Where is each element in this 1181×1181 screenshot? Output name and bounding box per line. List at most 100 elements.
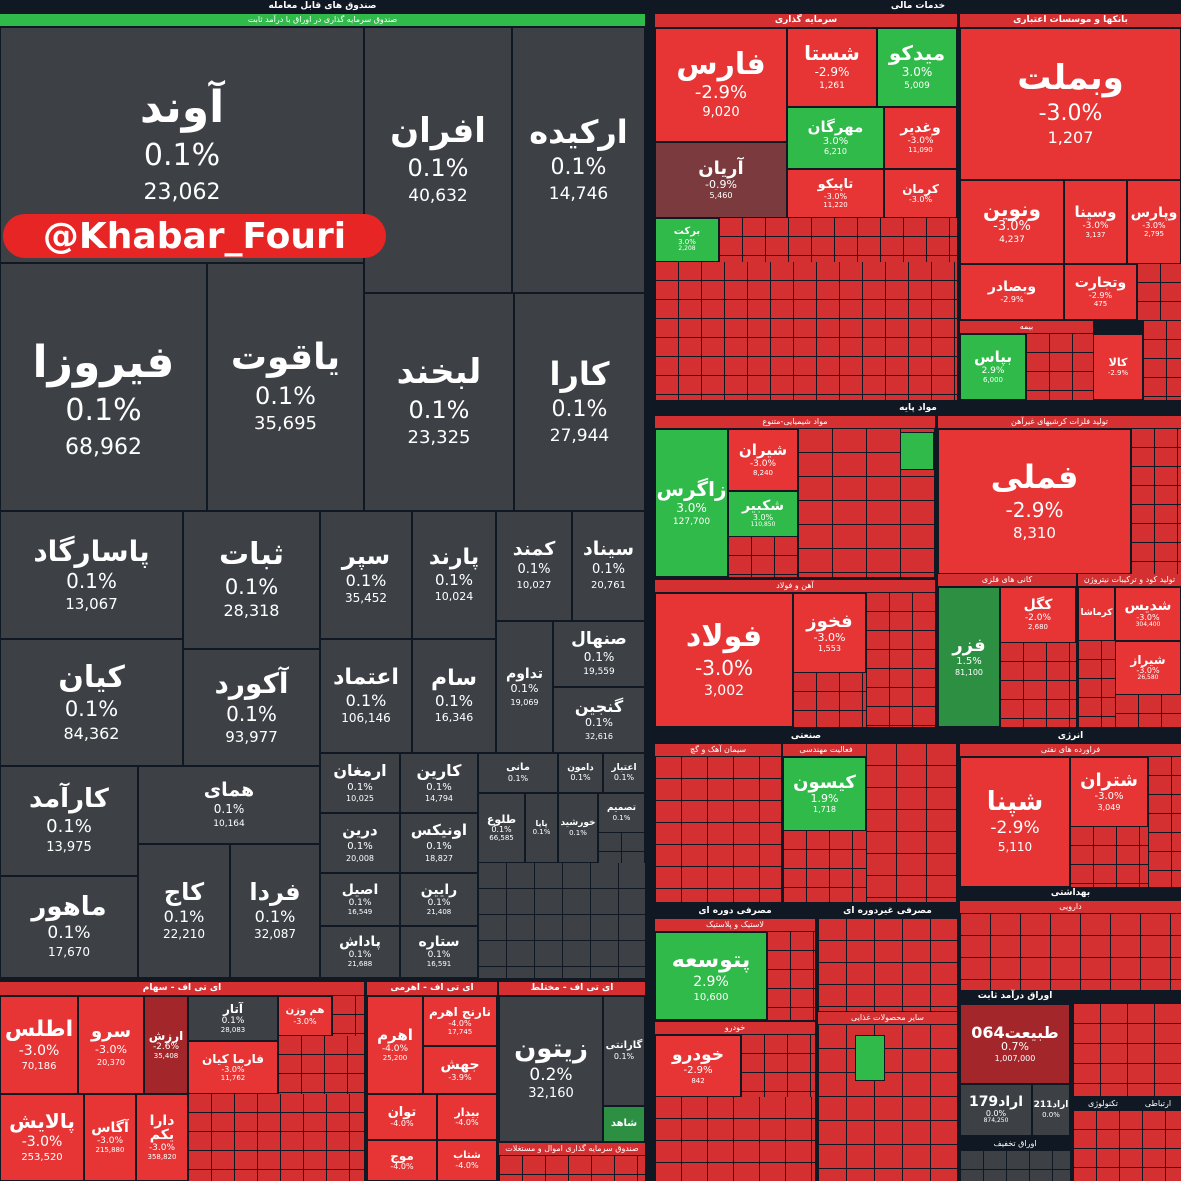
- tile-name: تداوم: [505, 665, 544, 682]
- tile-tapiko[interactable]: تاپیکو -3.0% 11,220: [787, 169, 884, 218]
- tile-dorrin[interactable]: درین 0.1% 20,008: [320, 813, 400, 873]
- tile-fakhooz[interactable]: فخوز -3.0% 1,553: [793, 593, 866, 673]
- tile-shiran[interactable]: شیران -3.0% 8,240: [728, 429, 798, 491]
- tile-mehregan[interactable]: مهرگان 3.0% 6,210: [787, 107, 884, 169]
- tile-zeitoon[interactable]: زیتون 0.2% 32,160: [499, 996, 603, 1142]
- tile-arzesh[interactable]: ارزش -2.6% 35,408: [144, 996, 188, 1094]
- tile-shetab[interactable]: شتاب -4.0%: [437, 1140, 497, 1181]
- tile-kermasha[interactable]: کرماشا: [1078, 587, 1115, 641]
- tile-vabsader[interactable]: وبصادر -2.9%: [960, 264, 1064, 320]
- tile-bidar[interactable]: بیدار -4.0%: [437, 1094, 497, 1140]
- tile-shepna[interactable]: شپنا -2.9% 5,110: [960, 757, 1070, 887]
- tile-karamad[interactable]: کارآمد 0.1% 13,975: [0, 766, 138, 876]
- tile-shiraz[interactable]: شیراز -3.0% 26,580: [1115, 641, 1181, 695]
- tile-orkide[interactable]: ارکیده 0.1% 14,746: [512, 27, 645, 293]
- tile-bapas[interactable]: بپاس 2.9% 6,000: [960, 334, 1026, 400]
- tile-vaghadir[interactable]: وغدیر -3.0% 11,090: [884, 107, 957, 169]
- tile-tabiat064[interactable]: طبیعت064 0.7% 1,007,000: [960, 1004, 1070, 1084]
- tile-afran[interactable]: افران 0.1% 40,632: [364, 27, 512, 293]
- tile-tadavom[interactable]: تداوم 0.1% 19,069: [496, 621, 553, 753]
- tile-sarv[interactable]: سرو -3.0% 20,370: [78, 996, 144, 1094]
- tile-faramakian[interactable]: فارما کیان -3.0% 11,762: [188, 1041, 278, 1094]
- tile-tavan[interactable]: توان -4.0%: [367, 1094, 437, 1140]
- tile-kala[interactable]: کالا -2.9%: [1093, 334, 1143, 400]
- tile-homay[interactable]: همای 0.1% 10,164: [138, 766, 320, 844]
- tile-name: خودرو: [672, 1045, 724, 1066]
- tile-kisoon[interactable]: کیسون 1.9% 1,718: [783, 757, 866, 831]
- tile-vabemellat[interactable]: وبملت -3.0% 1,207: [960, 28, 1181, 180]
- header-funds: صندوق های قابل معامله: [268, 1, 377, 11]
- tile-kaj[interactable]: کاج 0.1% 22,210: [138, 844, 230, 978]
- tile-tasmim[interactable]: تصمیم 0.1%: [598, 793, 645, 833]
- tile-hamvazn[interactable]: هم وزن -3.0%: [278, 996, 332, 1036]
- tile-atlas[interactable]: اطلس -3.0% 70,186: [0, 996, 78, 1094]
- tile-mahoor[interactable]: ماهور 0.1% 17,670: [0, 876, 138, 978]
- tile-asil[interactable]: اصیل 0.1% 16,549: [320, 873, 400, 926]
- tile-sanhal[interactable]: صنهال 0.1% 19,559: [553, 621, 645, 687]
- tile-shedis[interactable]: شدیس -3.0% 304,400: [1115, 587, 1181, 641]
- tile-padash[interactable]: پاداش 0.1% 21,688: [320, 926, 400, 978]
- tile-farda[interactable]: فردا 0.1% 32,087: [230, 844, 320, 978]
- tile-pasargad[interactable]: پاسارگاد 0.1% 13,067: [0, 511, 183, 639]
- tile-vanovin[interactable]: ونوین -3.0% 4,237: [960, 180, 1064, 264]
- tile-fars[interactable]: فارس -2.9% 9,020: [655, 28, 787, 142]
- tile-kian[interactable]: کیان 0.1% 84,362: [0, 639, 183, 766]
- tile-pct: 0.1%: [348, 897, 372, 908]
- tile-yaghoot[interactable]: یاقوت 0.1% 35,695: [207, 263, 364, 511]
- tile-etebar[interactable]: اعتبار 0.1%: [603, 753, 645, 793]
- tile-akord[interactable]: آکورد 0.1% 93,977: [183, 649, 320, 766]
- tile-sam[interactable]: سام 0.1% 16,346: [412, 639, 496, 753]
- auto-grid-2: [655, 1097, 815, 1181]
- tile-vaparis[interactable]: وپارس -3.0% 2,795: [1127, 180, 1181, 264]
- tile-sabat[interactable]: ثبات 0.1% 28,318: [183, 511, 320, 649]
- tile-fameli[interactable]: فملی -2.9% 8,310: [938, 429, 1131, 574]
- tile-zagros[interactable]: زاگرس 3.0% 127,700: [655, 429, 728, 577]
- tile-ganjin[interactable]: گنجین 0.1% 32,616: [553, 687, 645, 753]
- tile-parand[interactable]: پارند 0.1% 10,024: [412, 511, 496, 639]
- tile-separ[interactable]: سپر 0.1% 35,452: [320, 511, 412, 639]
- tile-khorshid[interactable]: خورشید 0.1%: [558, 793, 598, 863]
- tile-tolou[interactable]: طلوع 0.1% 66,585: [478, 793, 525, 863]
- tile-damoon[interactable]: دامون 0.1%: [558, 753, 603, 793]
- tile-ahrom[interactable]: اهرم -4.0% 25,200: [367, 996, 423, 1094]
- tile-mani[interactable]: مانی 0.1%: [478, 753, 558, 793]
- tile-name: سام: [430, 666, 478, 691]
- tile-mowj[interactable]: موج -4.0%: [367, 1140, 437, 1181]
- tile-firooza[interactable]: فیروزا 0.1% 68,962: [0, 263, 207, 511]
- tile-kamand[interactable]: کمند 0.1% 10,027: [496, 511, 572, 621]
- tile-rayin[interactable]: رایین 0.1% 21,408: [400, 873, 478, 926]
- tile-kegel[interactable]: کگل -2.0% 2,680: [1000, 587, 1076, 643]
- tile-shahed[interactable]: شاهد: [603, 1106, 645, 1142]
- tile-sinad[interactable]: سیناد 0.1% 20,761: [572, 511, 645, 621]
- tile-labkhand[interactable]: لبخند 0.1% 23,325: [364, 293, 514, 511]
- tile-jahesh[interactable]: جهش -3.9%: [423, 1046, 497, 1094]
- tile-etemad[interactable]: اعتماد 0.1% 106,146: [320, 639, 412, 753]
- tile-narenj[interactable]: نارنج اهرم -4.0% 17,745: [423, 996, 497, 1046]
- tile-paya[interactable]: پایا 0.1%: [525, 793, 558, 863]
- tile-shakbir[interactable]: شکبیر 3.0% 110,850: [728, 491, 798, 537]
- tile-kara[interactable]: کارا 0.1% 27,944: [514, 293, 645, 511]
- tile-atar[interactable]: آتار 0.1% 28,083: [188, 996, 278, 1041]
- tile-onix[interactable]: اونیکس 0.1% 18,827: [400, 813, 478, 873]
- tile-barekat[interactable]: برکت 3.0% 2,208: [655, 218, 719, 262]
- tile-arad211[interactable]: اراد211 0.0%: [1032, 1084, 1070, 1136]
- tile-armaghan[interactable]: ارمغان 0.1% 10,025: [320, 753, 400, 813]
- tile-garanti[interactable]: گارانتی 0.1%: [603, 996, 645, 1106]
- tile-midko[interactable]: میدکو 3.0% 5,009: [877, 28, 957, 107]
- tile-darayekam[interactable]: دارا یکم -3.0% 358,820: [136, 1094, 188, 1181]
- tile-palayesh[interactable]: پالایش -3.0% 253,520: [0, 1094, 84, 1181]
- tile-karin[interactable]: کارین 0.1% 14,794: [400, 753, 478, 813]
- tile-kerman[interactable]: کرمان -3.0%: [884, 169, 957, 218]
- tile-setare[interactable]: ستاره 0.1% 16,591: [400, 926, 478, 978]
- tile-agas[interactable]: آگاس -3.0% 215,880: [84, 1094, 136, 1181]
- tile-petoseh[interactable]: پتوسعه 2.9% 10,600: [655, 932, 767, 1020]
- tile-fazar[interactable]: فزر 1.5% 81,100: [938, 587, 1000, 727]
- tile-foolad[interactable]: فولاد -3.0% 3,002: [655, 593, 793, 727]
- tile-shetran[interactable]: شتران -3.0% 3,049: [1070, 757, 1148, 827]
- tile-shasta[interactable]: شستا -2.9% 1,261: [787, 28, 877, 107]
- tile-vasina[interactable]: وسینا -3.0% 3,137: [1064, 180, 1127, 264]
- tile-vatejarat[interactable]: وتجارت -2.9% 475: [1064, 264, 1137, 320]
- tile-khodro[interactable]: خودرو -2.9% 842: [655, 1035, 741, 1097]
- tile-arian[interactable]: آریان -0.9% 5,460: [655, 142, 787, 218]
- tile-arad179[interactable]: اراد179 0.0% 874,250: [960, 1084, 1032, 1136]
